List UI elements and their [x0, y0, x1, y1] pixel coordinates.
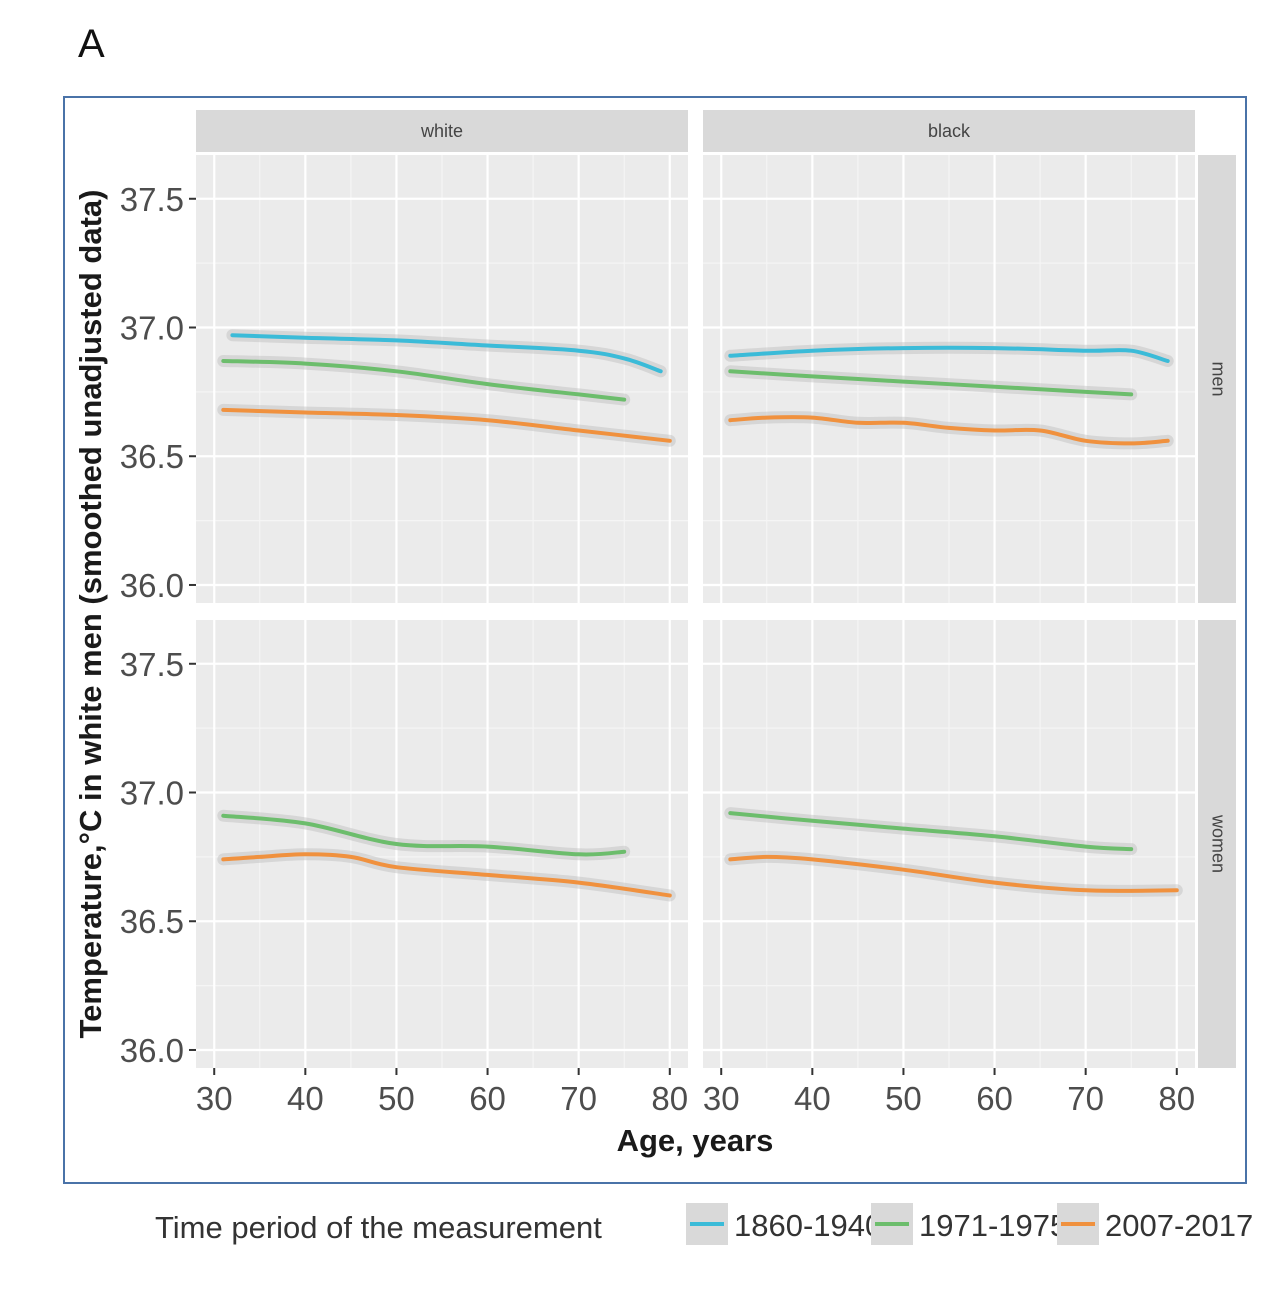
- y-tick-label: 36.0: [120, 1032, 184, 1069]
- y-axis-title: Temperature,°C in white men (smoothed un…: [73, 190, 108, 1039]
- y-tick-label: 37.0: [120, 310, 184, 347]
- series-line-1971-1975: [221, 813, 627, 857]
- x-axis: 30 40 50 60 70 80 30 40 50 60 70 80: [196, 1068, 1195, 1117]
- y-tick-label: 37.5: [120, 646, 184, 683]
- y-tick-label: 37.0: [120, 775, 184, 812]
- panels-layer: [196, 155, 1195, 1068]
- x-tick-label: 40: [287, 1080, 324, 1117]
- panel-label: A: [78, 22, 105, 66]
- x-tick-label: 70: [560, 1080, 597, 1117]
- strip-label-white: white: [420, 121, 463, 141]
- series-line-2007-2017: [728, 415, 1170, 446]
- legend-entry-1971-1975: 1971-1975: [871, 1203, 1067, 1245]
- strips-layer: white black men women: [196, 110, 1236, 1068]
- x-axis-title: Age, years: [617, 1123, 774, 1158]
- y-tick-label: 36.5: [120, 438, 184, 475]
- panel-series-women-white: [217, 809, 676, 902]
- y-tick-label: 37.5: [120, 181, 184, 218]
- x-tick-label: 70: [1067, 1080, 1104, 1117]
- x-tick-label: 50: [885, 1080, 922, 1117]
- panel-series-men-black: [724, 341, 1174, 450]
- series-line-2007-2017: [728, 854, 1179, 893]
- legend-entry-2007-2017: 2007-2017: [1057, 1203, 1253, 1245]
- strip-men: [1198, 155, 1236, 603]
- legend-label: 1860-1940: [734, 1208, 882, 1243]
- y-axis: 36.0 36.5 37.0 37.5 36.0 36.5 37.0 37.5: [120, 181, 196, 1069]
- x-tick-label: 40: [794, 1080, 831, 1117]
- panel-women-black: [703, 620, 1195, 1068]
- series-line-1860-1940: [230, 333, 663, 374]
- legend-label: 1971-1975: [919, 1208, 1067, 1243]
- legend-entry-1860-1940: 1860-1940: [686, 1203, 882, 1245]
- panel-series-women-black: [724, 807, 1183, 897]
- figure-frame: [63, 96, 1247, 1184]
- panel-women-white: [196, 620, 688, 1068]
- legend-title: Time period of the measurement: [155, 1210, 602, 1245]
- strip-white: [196, 110, 688, 152]
- strip-label-women: women: [1208, 814, 1228, 873]
- series-line-1971-1975: [728, 811, 1134, 852]
- strip-label-black: black: [928, 121, 971, 141]
- strip-black: [703, 110, 1195, 152]
- series-line-2007-2017: [221, 852, 672, 898]
- x-tick-label: 30: [703, 1080, 740, 1117]
- x-tick-label: 50: [378, 1080, 415, 1117]
- strip-label-men: men: [1208, 361, 1228, 396]
- x-tick-label: 60: [976, 1080, 1013, 1117]
- legend-label: 2007-2017: [1105, 1208, 1253, 1243]
- series-line-1971-1975: [221, 359, 627, 402]
- series-line-2007-2017: [221, 407, 672, 443]
- x-tick-label: 60: [469, 1080, 506, 1117]
- series-line-1971-1975: [728, 369, 1134, 397]
- strip-women: [1198, 620, 1236, 1068]
- panel-series-men-white: [217, 329, 676, 447]
- y-tick-label: 36.0: [120, 567, 184, 604]
- y-tick-label: 36.5: [120, 903, 184, 940]
- legend: Time period of the measurement 1860-1940…: [155, 1203, 1253, 1245]
- x-tick-label: 30: [196, 1080, 233, 1117]
- x-tick-label: 80: [651, 1080, 688, 1117]
- series-line-1860-1940: [728, 345, 1170, 363]
- x-tick-label: 80: [1158, 1080, 1195, 1117]
- panel-men-black: [703, 155, 1195, 603]
